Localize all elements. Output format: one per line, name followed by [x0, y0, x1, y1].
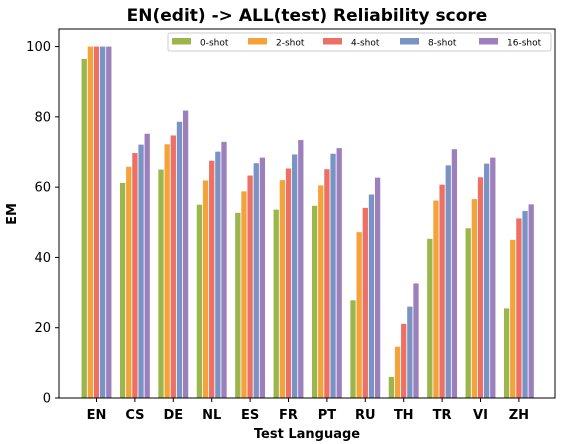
bar-16-shot-DE — [182, 110, 189, 398]
bar-16-shot-NL — [221, 141, 227, 398]
x-tick-label-CS: CS — [125, 408, 144, 423]
x-tick-label-EN: EN — [87, 408, 107, 423]
x-tick-label-TR: TR — [433, 408, 452, 423]
bar-2-shot-NL — [202, 180, 209, 398]
bar-0-shot-NL — [196, 204, 203, 398]
x-tick-label-RU: RU — [355, 408, 376, 423]
bar-0-shot-CS — [119, 182, 126, 398]
bar-16-shot-EN — [106, 46, 112, 398]
bar-8-shot-FR — [292, 154, 298, 398]
bar-2-shot-DE — [164, 144, 170, 398]
bar-0-shot-PT — [311, 205, 318, 398]
bar-8-shot-RU — [368, 194, 375, 398]
legend-swatch-2-shot — [248, 38, 267, 45]
bar-8-shot-ES — [253, 163, 259, 398]
bar-4-shot-ES — [247, 175, 253, 398]
bar-16-shot-ZH — [528, 204, 534, 398]
y-tick-label: 80 — [34, 110, 51, 125]
bar-16-shot-TR — [451, 149, 458, 398]
bar-8-shot-DE — [176, 121, 183, 398]
bar-16-shot-ES — [259, 157, 266, 398]
legend-swatch-8-shot — [400, 38, 419, 45]
legend-swatch-16-shot — [479, 38, 498, 45]
bar-4-shot-EN — [93, 46, 100, 398]
bar-2-shot-EN — [87, 46, 93, 398]
legend-label-0-shot: 0-shot — [200, 39, 229, 49]
bar-0-shot-ES — [235, 212, 241, 398]
bar-4-shot-TH — [401, 323, 407, 398]
bar-4-shot-PT — [324, 169, 330, 398]
bar-0-shot-TH — [388, 376, 395, 398]
y-axis-label: EM — [5, 203, 20, 225]
x-tick-label-DE: DE — [163, 408, 183, 423]
bar-4-shot-FR — [285, 168, 292, 398]
bar-8-shot-VI — [484, 163, 490, 398]
chart-title: EN(edit) -> ALL(test) Reliability score — [127, 6, 488, 26]
bar-4-shot-NL — [209, 160, 215, 398]
bar-2-shot-FR — [279, 180, 285, 398]
legend-swatch-0-shot — [172, 38, 191, 45]
bar-0-shot-FR — [273, 209, 279, 398]
x-tick-label-TH: TH — [394, 408, 414, 423]
bar-2-shot-ES — [241, 191, 247, 398]
legend-label-4-shot: 4-shot — [351, 39, 380, 49]
bar-8-shot-TR — [445, 165, 451, 398]
y-tick-label: 40 — [34, 251, 51, 266]
legend-swatch-4-shot — [323, 38, 342, 45]
bars-layer — [81, 46, 534, 399]
bar-2-shot-ZH — [510, 239, 516, 398]
x-tick-label-NL: NL — [202, 408, 221, 423]
bar-2-shot-TR — [433, 200, 439, 398]
bar-8-shot-EN — [100, 46, 106, 398]
bar-4-shot-TR — [439, 184, 445, 398]
x-tick-label-ZH: ZH — [509, 408, 529, 423]
bar-4-shot-RU — [362, 207, 368, 398]
x-axis-ticks: EN CS DE NL ES FR PT RU TH TR VI ZH — [87, 398, 529, 423]
bar-2-shot-RU — [356, 232, 362, 398]
bar-0-shot-EN — [81, 58, 87, 399]
bar-8-shot-TH — [407, 306, 413, 398]
bar-0-shot-DE — [158, 169, 164, 398]
bar-4-shot-DE — [170, 135, 176, 399]
bar-2-shot-CS — [126, 166, 132, 398]
y-tick-label: 0 — [43, 392, 51, 407]
x-tick-label-ES: ES — [241, 408, 259, 423]
legend-label-16-shot: 16-shot — [507, 39, 542, 49]
bar-16-shot-RU — [374, 177, 381, 398]
bar-8-shot-PT — [330, 153, 336, 398]
bar-4-shot-CS — [132, 153, 138, 398]
legend-label-8-shot: 8-shot — [428, 39, 457, 49]
legend-label-2-shot: 2-shot — [276, 39, 305, 49]
x-tick-label-FR: FR — [279, 408, 298, 423]
bar-16-shot-CS — [144, 133, 150, 399]
bar-0-shot-ZH — [503, 308, 510, 398]
bar-0-shot-VI — [465, 228, 471, 398]
bar-2-shot-TH — [394, 346, 401, 398]
bar-16-shot-PT — [336, 148, 342, 398]
plot-frame — [58, 28, 556, 399]
x-axis-label: Test Language — [254, 427, 360, 442]
bar-16-shot-TH — [413, 283, 419, 398]
bar-4-shot-VI — [477, 177, 484, 398]
x-tick-label-VI: VI — [473, 408, 488, 423]
bar-8-shot-CS — [138, 144, 144, 398]
bar-4-shot-ZH — [516, 218, 522, 398]
y-tick-label: 100 — [26, 40, 51, 55]
y-axis-ticks: 0 20 40 60 80 100 — [26, 40, 59, 407]
bar-8-shot-NL — [215, 151, 221, 398]
legend: 0-shot 2-shot 4-shot 8-shot 16-shot — [167, 32, 552, 52]
bar-2-shot-VI — [471, 199, 477, 398]
legend-box — [167, 32, 552, 52]
bar-8-shot-ZH — [522, 211, 528, 398]
x-tick-label-PT: PT — [318, 408, 337, 423]
y-tick-label: 60 — [34, 181, 51, 196]
bar-0-shot-TR — [427, 238, 433, 398]
bar-16-shot-VI — [490, 157, 496, 398]
bar-2-shot-PT — [318, 185, 324, 398]
bar-0-shot-RU — [350, 300, 356, 398]
y-tick-label: 20 — [34, 321, 51, 336]
bar-16-shot-FR — [298, 140, 304, 399]
